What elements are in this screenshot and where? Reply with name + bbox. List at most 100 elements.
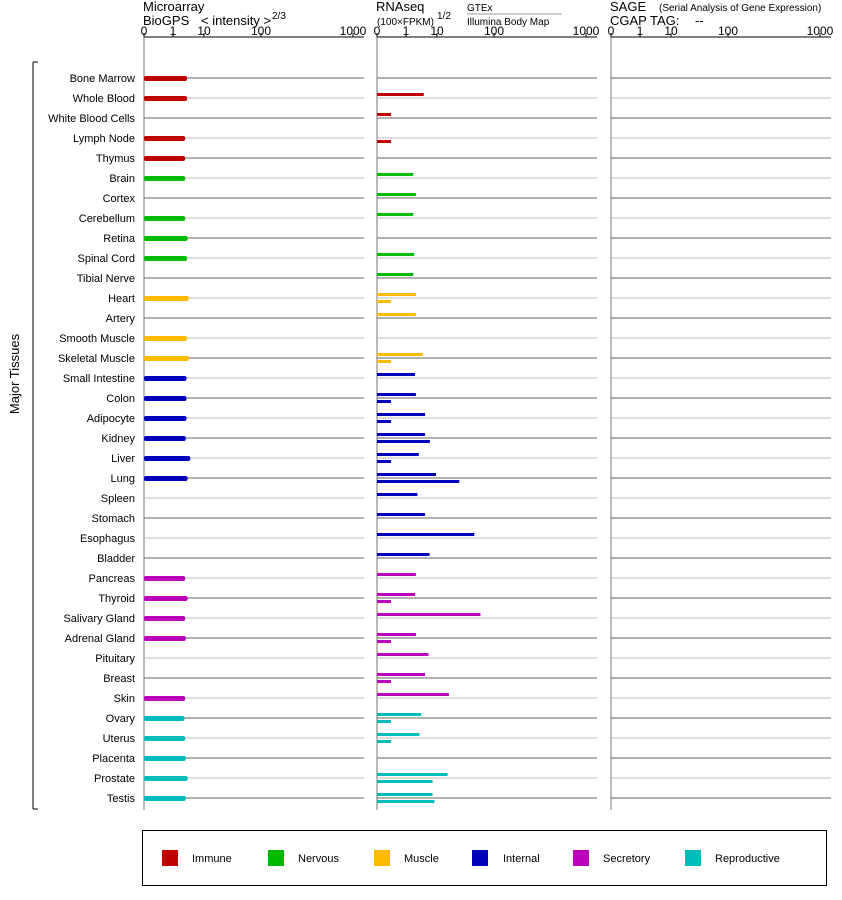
tissue-label: Ovary (106, 713, 136, 725)
gtex-bar (377, 393, 416, 396)
rnaseq-source-ibm: Illumina Body Map (467, 17, 550, 28)
legend-swatch (573, 850, 589, 866)
gtex-bar (377, 593, 416, 596)
ibm-bar (377, 460, 391, 463)
gtex-bar (377, 493, 418, 496)
axis-tick-label: 0 (141, 24, 148, 38)
gtex-bar (377, 433, 426, 436)
ibm-bar (377, 780, 433, 783)
microarray-bar (144, 596, 188, 601)
rnaseq-title: RNAseq (376, 0, 424, 14)
gtex-bar (377, 793, 433, 796)
gtex-bar (377, 693, 449, 696)
microarray-bar (144, 756, 186, 761)
tissue-label: Brain (109, 173, 135, 185)
tissue-label: Cortex (103, 193, 136, 205)
axis-tick-label: 100 (718, 24, 738, 38)
gtex-bar (377, 353, 423, 356)
microarray-bar (144, 776, 188, 781)
axis-tick-label: 100 (484, 24, 504, 38)
tissue-label: Liver (111, 453, 135, 465)
legend-swatch (162, 850, 178, 866)
sage-title-note: (Serial Analysis of Gene Expression) (659, 3, 821, 14)
legend-label: Secretory (603, 853, 651, 865)
gtex-bar (377, 213, 414, 216)
microarray-scale-exponent: 2/3 (272, 11, 286, 22)
tissue-label: White Blood Cells (48, 113, 135, 125)
sage-title: SAGE (610, 0, 646, 14)
ibm-bar (377, 480, 460, 483)
tissue-label: Bone Marrow (70, 73, 135, 85)
legend-label: Internal (503, 853, 540, 865)
tissue-label: Cerebellum (79, 213, 135, 225)
axis-tick-label: 1 (170, 24, 177, 38)
legend-swatch (374, 850, 390, 866)
gtex-bar (377, 253, 415, 256)
ibm-bar (377, 740, 391, 743)
gtex-bar (377, 313, 416, 316)
microarray-bar (144, 696, 186, 701)
microarray-scale-label: < intensity > (201, 13, 271, 28)
sage-tag-label: CGAP TAG: (610, 13, 679, 28)
tissue-label: Skin (114, 693, 135, 705)
tissue-label: Smooth Muscle (59, 333, 135, 345)
microarray-bar (144, 216, 186, 221)
microarray-bar (144, 96, 188, 101)
legend-label: Nervous (298, 853, 339, 865)
tissue-label: Salivary Gland (63, 613, 135, 625)
microarray-bar (144, 396, 187, 401)
microarray-bar (144, 376, 187, 381)
legend-box (142, 830, 827, 886)
ibm-bar (377, 720, 391, 723)
gtex-bar (377, 713, 422, 716)
tissue-label: Thyroid (98, 593, 135, 605)
tissue-label: Testis (107, 793, 136, 805)
microarray-bar (144, 156, 186, 161)
microarray-bar (144, 416, 187, 421)
gtex-bar (377, 93, 424, 96)
tissue-label: Uterus (103, 733, 136, 745)
gtex-bar (377, 193, 416, 196)
gtex-bar (377, 533, 475, 536)
gtex-bar (377, 413, 426, 416)
gtex-bar (377, 273, 414, 276)
microarray-bar (144, 456, 191, 461)
tissue-label: Thymus (96, 153, 136, 165)
legend-label: Immune (192, 853, 232, 865)
axis-tick-label: 1000 (807, 24, 834, 38)
ibm-bar (377, 360, 391, 363)
axis-tick-label: 0 (608, 24, 615, 38)
microarray-title: Microarray (143, 0, 205, 14)
tissue-label: Bladder (97, 553, 135, 565)
gtex-bar (377, 633, 416, 636)
tissue-label: Adrenal Gland (65, 633, 135, 645)
axis-tick-label: 10 (197, 24, 211, 38)
gtex-bar (377, 453, 419, 456)
tissue-label: Pancreas (89, 573, 136, 585)
tissue-label: Small Intestine (63, 373, 135, 385)
microarray-bar (144, 176, 186, 181)
legend-swatch (685, 850, 701, 866)
tissue-label: Whole Blood (73, 93, 135, 105)
gtex-bar (377, 673, 426, 676)
microarray-bar (144, 636, 186, 641)
tissue-label: Retina (103, 233, 136, 245)
tissue-label: Breast (103, 673, 135, 685)
ibm-bar (377, 640, 391, 643)
tissue-label: Colon (106, 393, 135, 405)
tissue-label: Stomach (92, 513, 135, 525)
microarray-bar (144, 256, 188, 261)
legend-label: Reproductive (715, 853, 780, 865)
tissue-label: Pituitary (95, 653, 135, 665)
legend-swatch (472, 850, 488, 866)
axis-tick-label: 1000 (573, 24, 600, 38)
ibm-bar (377, 600, 391, 603)
microarray-bar (144, 616, 186, 621)
microarray-bar (144, 236, 188, 241)
tissue-label: Adipocyte (87, 413, 135, 425)
tissue-label: Esophagus (80, 533, 136, 545)
tissue-label: Spleen (101, 493, 135, 505)
gtex-bar (377, 553, 430, 556)
ibm-bar (377, 420, 391, 423)
